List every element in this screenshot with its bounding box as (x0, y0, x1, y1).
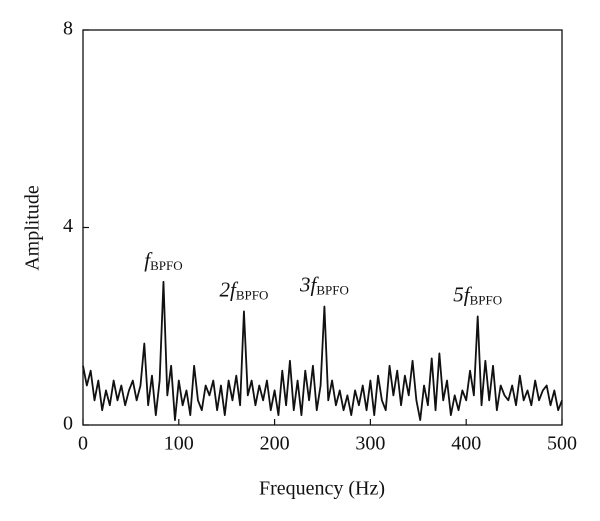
annotation-sub: BPFO (470, 292, 503, 307)
annotation-sub: BPFO (150, 258, 183, 273)
y-tick-label: 0 (63, 413, 73, 435)
y-axis-label: Amplitude (22, 185, 44, 271)
x-tick-label: 400 (451, 433, 481, 455)
x-tick-label: 500 (547, 433, 577, 455)
peak-annotation: 3fBPFO (299, 272, 349, 297)
annotation-main: 2f (220, 277, 240, 301)
annotation-main: f (144, 248, 153, 272)
peak-annotation: fBPFO (144, 248, 182, 273)
y-tick-label: 8 (63, 18, 73, 40)
spectrum-line (82, 280, 563, 421)
x-axis-label: Frequency (Hz) (259, 478, 385, 500)
x-tick-label: 300 (355, 433, 385, 455)
annotation-main: 5f (453, 282, 473, 306)
plot-frame (82, 29, 563, 426)
peak-annotation: 5fBPFO (453, 282, 502, 307)
y-tick-label: 4 (63, 215, 73, 237)
peak-annotation: 2fBPFO (220, 277, 269, 302)
x-tick-label: 200 (260, 433, 290, 455)
x-tick-label: 100 (164, 433, 194, 455)
annotation-main: 3f (299, 272, 320, 296)
annotation-sub: BPFO (236, 287, 269, 302)
annotation-sub: BPFO (316, 282, 349, 297)
x-tick-label: 0 (78, 433, 88, 455)
